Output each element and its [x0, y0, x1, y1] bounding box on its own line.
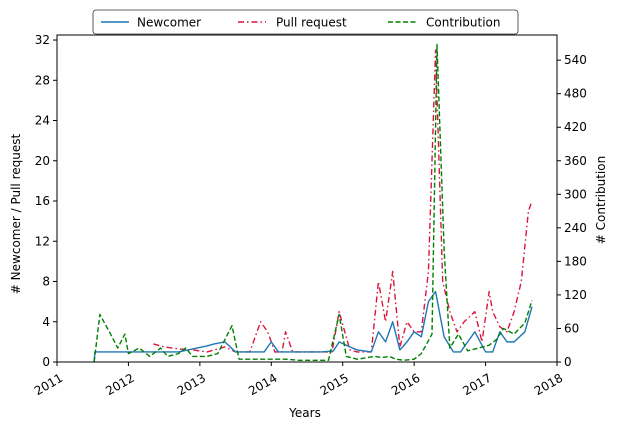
y-right-tick-label-360: 360 — [564, 154, 587, 168]
x-tick-label-2016: 2016 — [389, 371, 422, 398]
legend-box — [92, 9, 519, 35]
y-axis-label-right: # Contribution — [594, 156, 608, 244]
y-left-tick-label-20: 20 — [35, 154, 50, 168]
x-tick-label-2014: 2014 — [246, 371, 279, 398]
legend-label-contribution: Contribution — [426, 16, 501, 30]
y-left-tick-label-24: 24 — [35, 114, 50, 128]
y-left-tick-label-16: 16 — [35, 194, 50, 208]
y-right-tick-label-60: 60 — [564, 321, 579, 335]
y-left-tick-label-28: 28 — [35, 73, 50, 87]
y-left-tick-label-0: 0 — [42, 355, 50, 369]
y-left-tick-label-8: 8 — [42, 275, 50, 289]
y-left-tick-label-32: 32 — [35, 33, 50, 47]
series-line-newcomer — [93, 290, 533, 363]
y-right-tick-label-120: 120 — [564, 288, 587, 302]
plot-area — [57, 35, 557, 362]
series-layer — [93, 43, 533, 363]
y-right-tick-label-540: 540 — [564, 53, 587, 67]
legend-label-pull-request: Pull request — [276, 16, 347, 30]
y-right-tick-label-180: 180 — [564, 254, 587, 268]
x-tick-label-2013: 2013 — [175, 371, 208, 398]
y-left-tick-label-12: 12 — [35, 234, 50, 248]
legend-entry-contribution: Contribution — [388, 16, 501, 30]
y-right-tick-label-300: 300 — [564, 187, 587, 201]
x-tick-label-2011: 2011 — [32, 371, 65, 398]
y-right-tick-label-0: 0 — [564, 355, 572, 369]
x-tick-label-2017: 2017 — [460, 371, 493, 398]
legend-label-newcomer: Newcomer — [137, 16, 201, 30]
x-tick-label-2018: 2018 — [532, 371, 565, 398]
legend-entry-pull-request: Pull request — [238, 16, 347, 30]
plot-frame — [56, 34, 558, 363]
series-line-contribution — [93, 43, 533, 363]
y-right-tick-label-480: 480 — [564, 87, 587, 101]
y-left-tick-label-4: 4 — [42, 315, 50, 329]
legend: Newcomer Pull request Contribution — [92, 9, 519, 35]
x-tick-label-2015: 2015 — [318, 371, 351, 398]
x-tick-label-2012: 2012 — [103, 371, 136, 398]
y-right-tick-label-240: 240 — [564, 221, 587, 235]
legend-entry-newcomer: Newcomer — [101, 16, 201, 30]
y-right-tick-label-420: 420 — [564, 120, 587, 134]
x-axis-label: Years — [288, 406, 321, 420]
series-line-pull-request — [153, 49, 533, 353]
y-axis-label-left: # Newcomer / Pull request — [9, 134, 23, 295]
